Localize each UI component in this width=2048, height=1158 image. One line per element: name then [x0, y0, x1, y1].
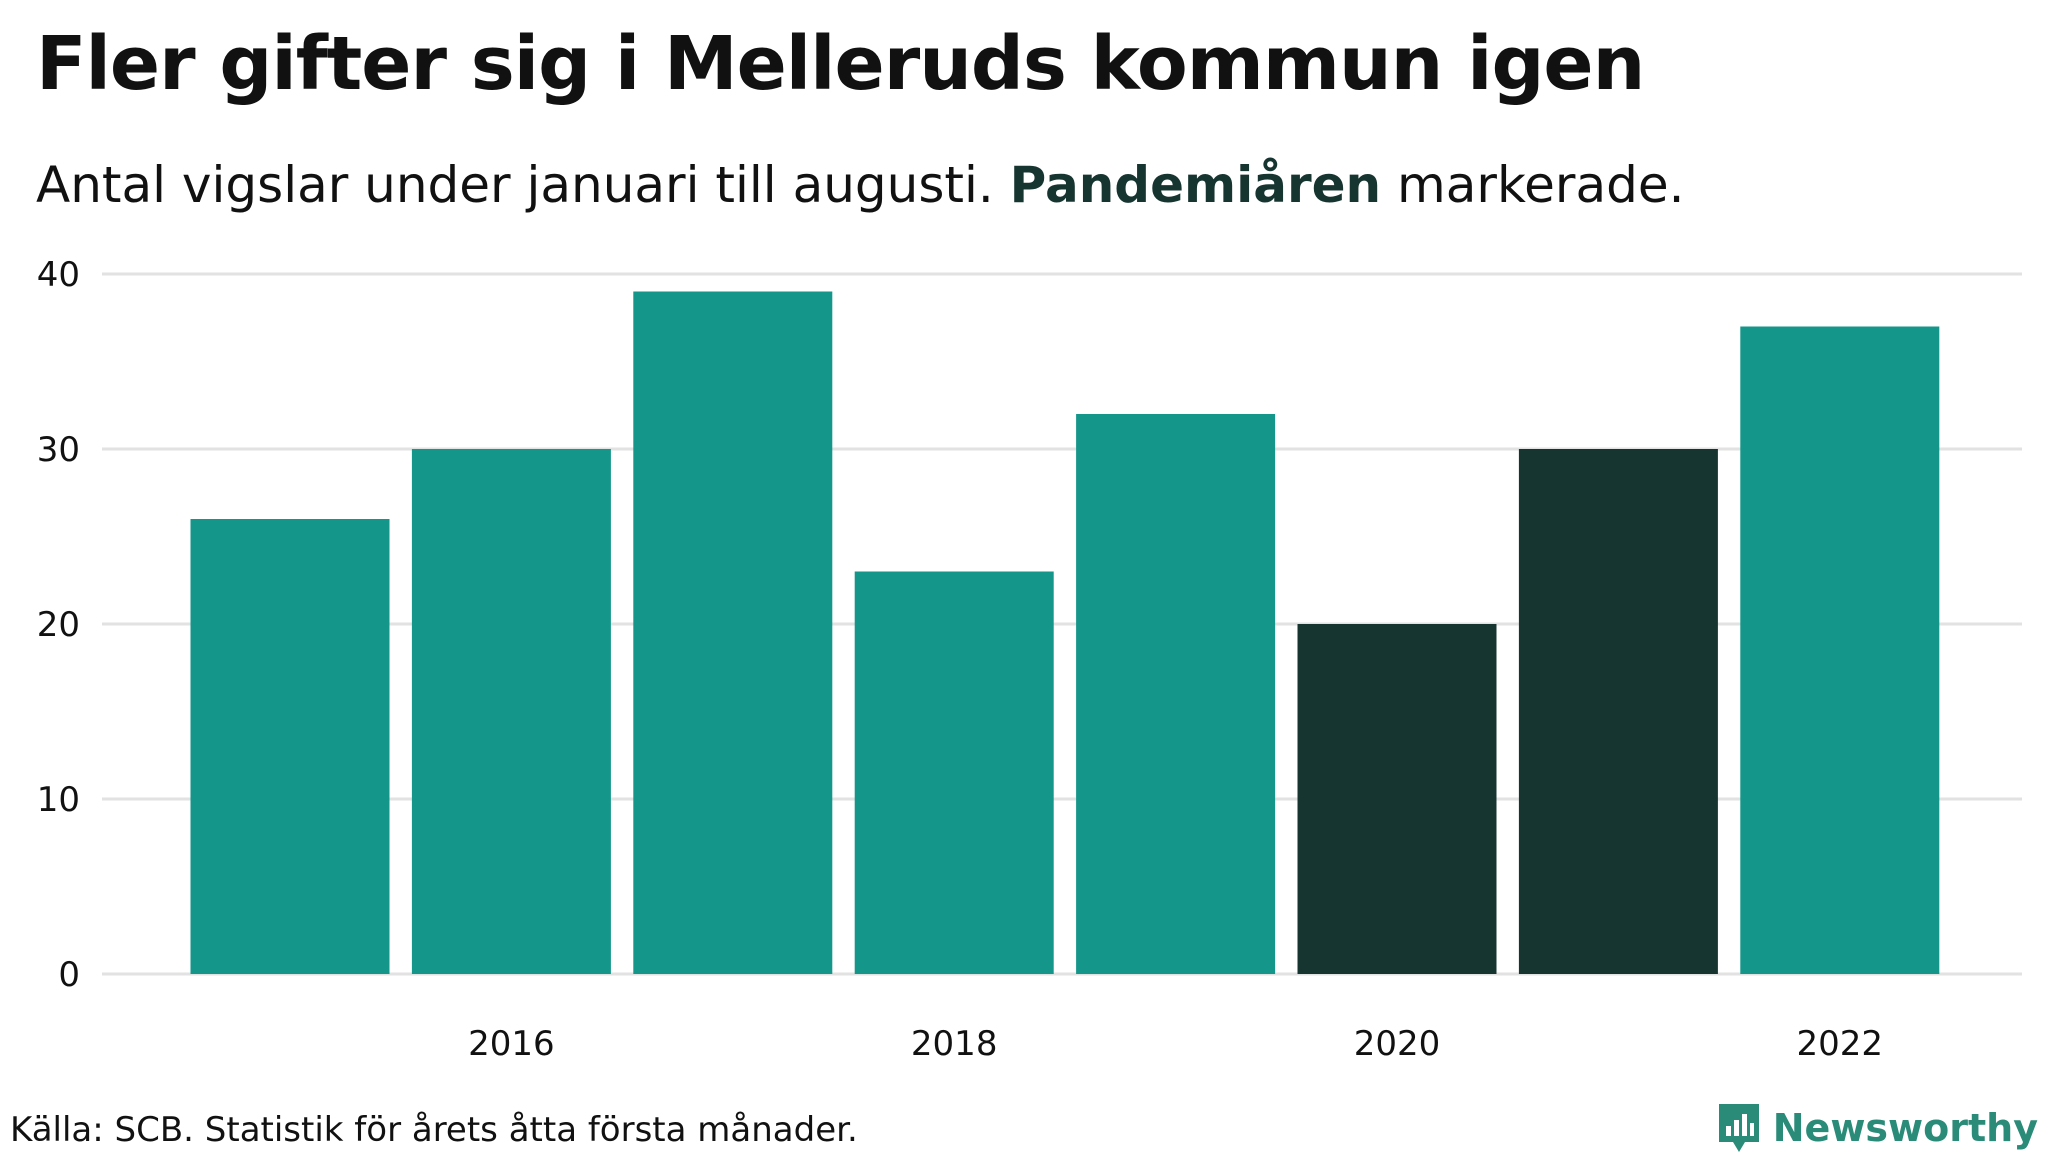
bars	[190, 291, 1940, 974]
x-axis-ticks: 2016 2018 2020 2022	[468, 1024, 1883, 1064]
bar-chart-speech-icon	[1718, 1104, 1759, 1152]
x-tick-label: 2020	[1354, 1024, 1441, 1064]
subtitle-text-end: markerade.	[1381, 156, 1685, 214]
bar-2016	[411, 449, 611, 974]
x-tick-label: 2018	[911, 1024, 998, 1064]
newsworthy-logo: Newsworthy	[1715, 1098, 2038, 1158]
logo-text: Newsworthy	[1772, 1106, 2038, 1150]
bar-2021	[1518, 449, 1718, 974]
x-tick-label: 2016	[468, 1024, 555, 1064]
source-note: Källa: SCB. Statistik för årets åtta för…	[10, 1110, 858, 1150]
subtitle-highlight: Pandemiåren	[1009, 156, 1382, 214]
bar-2017	[633, 291, 833, 974]
y-tick-label: 20	[37, 605, 80, 645]
y-axis-ticks: 0 10 20 30 40	[37, 255, 80, 995]
y-tick-label: 0	[58, 955, 80, 995]
bar-2015	[190, 519, 390, 974]
bar-2022	[1740, 326, 1940, 974]
chart-title: Fler gifter sig i Melleruds kommun igen	[36, 21, 1645, 107]
x-tick-label: 2022	[1797, 1024, 1884, 1064]
chart-subtitle: Antal vigslar under januari till augusti…	[36, 150, 1684, 220]
bar-chart: 0 10 20 30 40 2016 2018 2020 2022	[37, 255, 2022, 1064]
y-tick-label: 30	[37, 430, 80, 470]
y-tick-label: 40	[37, 255, 80, 295]
gridlines	[102, 272, 2022, 976]
bar-2020	[1297, 624, 1497, 974]
bar-2019	[1076, 414, 1276, 974]
y-tick-label: 10	[37, 780, 80, 820]
subtitle-text: Antal vigslar under januari till augusti…	[36, 156, 1010, 214]
bar-2018	[854, 571, 1054, 974]
